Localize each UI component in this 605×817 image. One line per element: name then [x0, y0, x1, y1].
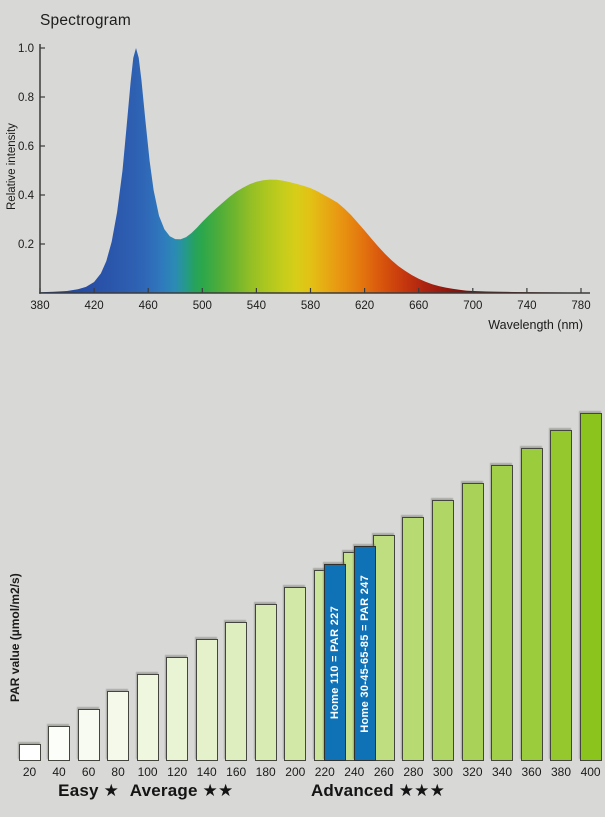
y-tick-label: 1.0	[18, 43, 34, 55]
x-tick-label: 540	[247, 300, 266, 312]
highlighted-par-bar: Home 30-45-65-85 = PAR 247	[353, 546, 376, 761]
par-x-tick-label: 80	[111, 765, 125, 779]
par-bar	[579, 413, 602, 761]
highlighted-par-bar: Home 110 = PAR 227	[324, 563, 347, 761]
par-x-tick-label: 280	[403, 765, 424, 779]
par-x-tick-label: 300	[432, 765, 453, 779]
par-bar	[225, 621, 248, 761]
par-x-tick-label: 320	[462, 765, 483, 779]
x-tick-label: 740	[517, 300, 536, 312]
par-x-tick-label: 120	[167, 765, 188, 779]
par-x-tick-label: 100	[137, 765, 158, 779]
par-x-tick-label: 140	[196, 765, 217, 779]
par-bar	[166, 656, 189, 761]
par-x-tick-label: 260	[373, 765, 394, 779]
par-x-tick-label: 180	[255, 765, 276, 779]
par-bar	[550, 430, 572, 761]
par-bar	[284, 587, 307, 761]
par-x-tick-label: 220	[314, 765, 335, 779]
difficulty-label: Easy ★	[58, 781, 120, 800]
x-tick-label: 500	[193, 300, 212, 312]
highlighted-par-bar-label: Home 30-45-65-85 = PAR 247	[358, 574, 371, 733]
difficulty-label: Advanced ★★★	[310, 781, 446, 800]
par-bar	[107, 691, 130, 761]
par-bar	[461, 482, 484, 761]
x-tick-label: 460	[139, 300, 158, 312]
par-bar	[195, 639, 218, 761]
par-x-tick-label: 400	[580, 765, 601, 779]
y-tick-label: 0.8	[18, 92, 34, 104]
par-bar	[431, 500, 454, 761]
par-x-tick-label: 360	[521, 765, 542, 779]
par-x-tick-label: 200	[285, 765, 306, 779]
highlighted-par-bar-label: Home 110 = PAR 227	[329, 605, 342, 719]
par-bar	[402, 517, 425, 761]
par-bar	[491, 465, 513, 761]
par-bar	[136, 674, 159, 761]
par-x-tick-label: 60	[81, 765, 96, 779]
y-tick-label: 0.6	[18, 141, 34, 153]
par-bar	[520, 447, 543, 761]
spectrum-area	[40, 48, 581, 293]
par-x-tick-label: 240	[344, 765, 365, 779]
par-bar	[77, 708, 100, 761]
difficulty-label: Average ★★	[129, 781, 234, 800]
par-x-tick-label: 340	[491, 765, 513, 779]
x-tick-label: 380	[30, 300, 49, 312]
x-tick-label: 780	[571, 300, 590, 312]
y-tick-label: 0.4	[18, 190, 35, 202]
x-tick-label: 580	[301, 300, 320, 312]
y-tick-label: 0.2	[18, 239, 34, 251]
x-tick-label: 620	[355, 300, 374, 312]
par-bar	[48, 726, 70, 761]
par-bar	[254, 604, 277, 761]
par-bar	[372, 534, 395, 761]
x-tick-label: 420	[85, 300, 104, 312]
par-x-tick-label: 20	[22, 765, 37, 779]
par-x-tick-label: 40	[52, 765, 66, 779]
par-x-tick-label: 380	[550, 765, 572, 779]
x-tick-label: 700	[463, 300, 482, 312]
spectrogram-title: Spectrogram	[40, 12, 131, 29]
par-x-tick-label: 160	[226, 765, 247, 779]
par-bar	[18, 743, 41, 761]
spectrogram-chart: 380 420 460 500 540 580 620 660 700 740 780 0.2 0.4 0…	[18, 43, 591, 312]
spectrogram-x-axis-label: Wavelength (nm)	[488, 318, 583, 332]
x-tick-label: 660	[409, 300, 428, 312]
